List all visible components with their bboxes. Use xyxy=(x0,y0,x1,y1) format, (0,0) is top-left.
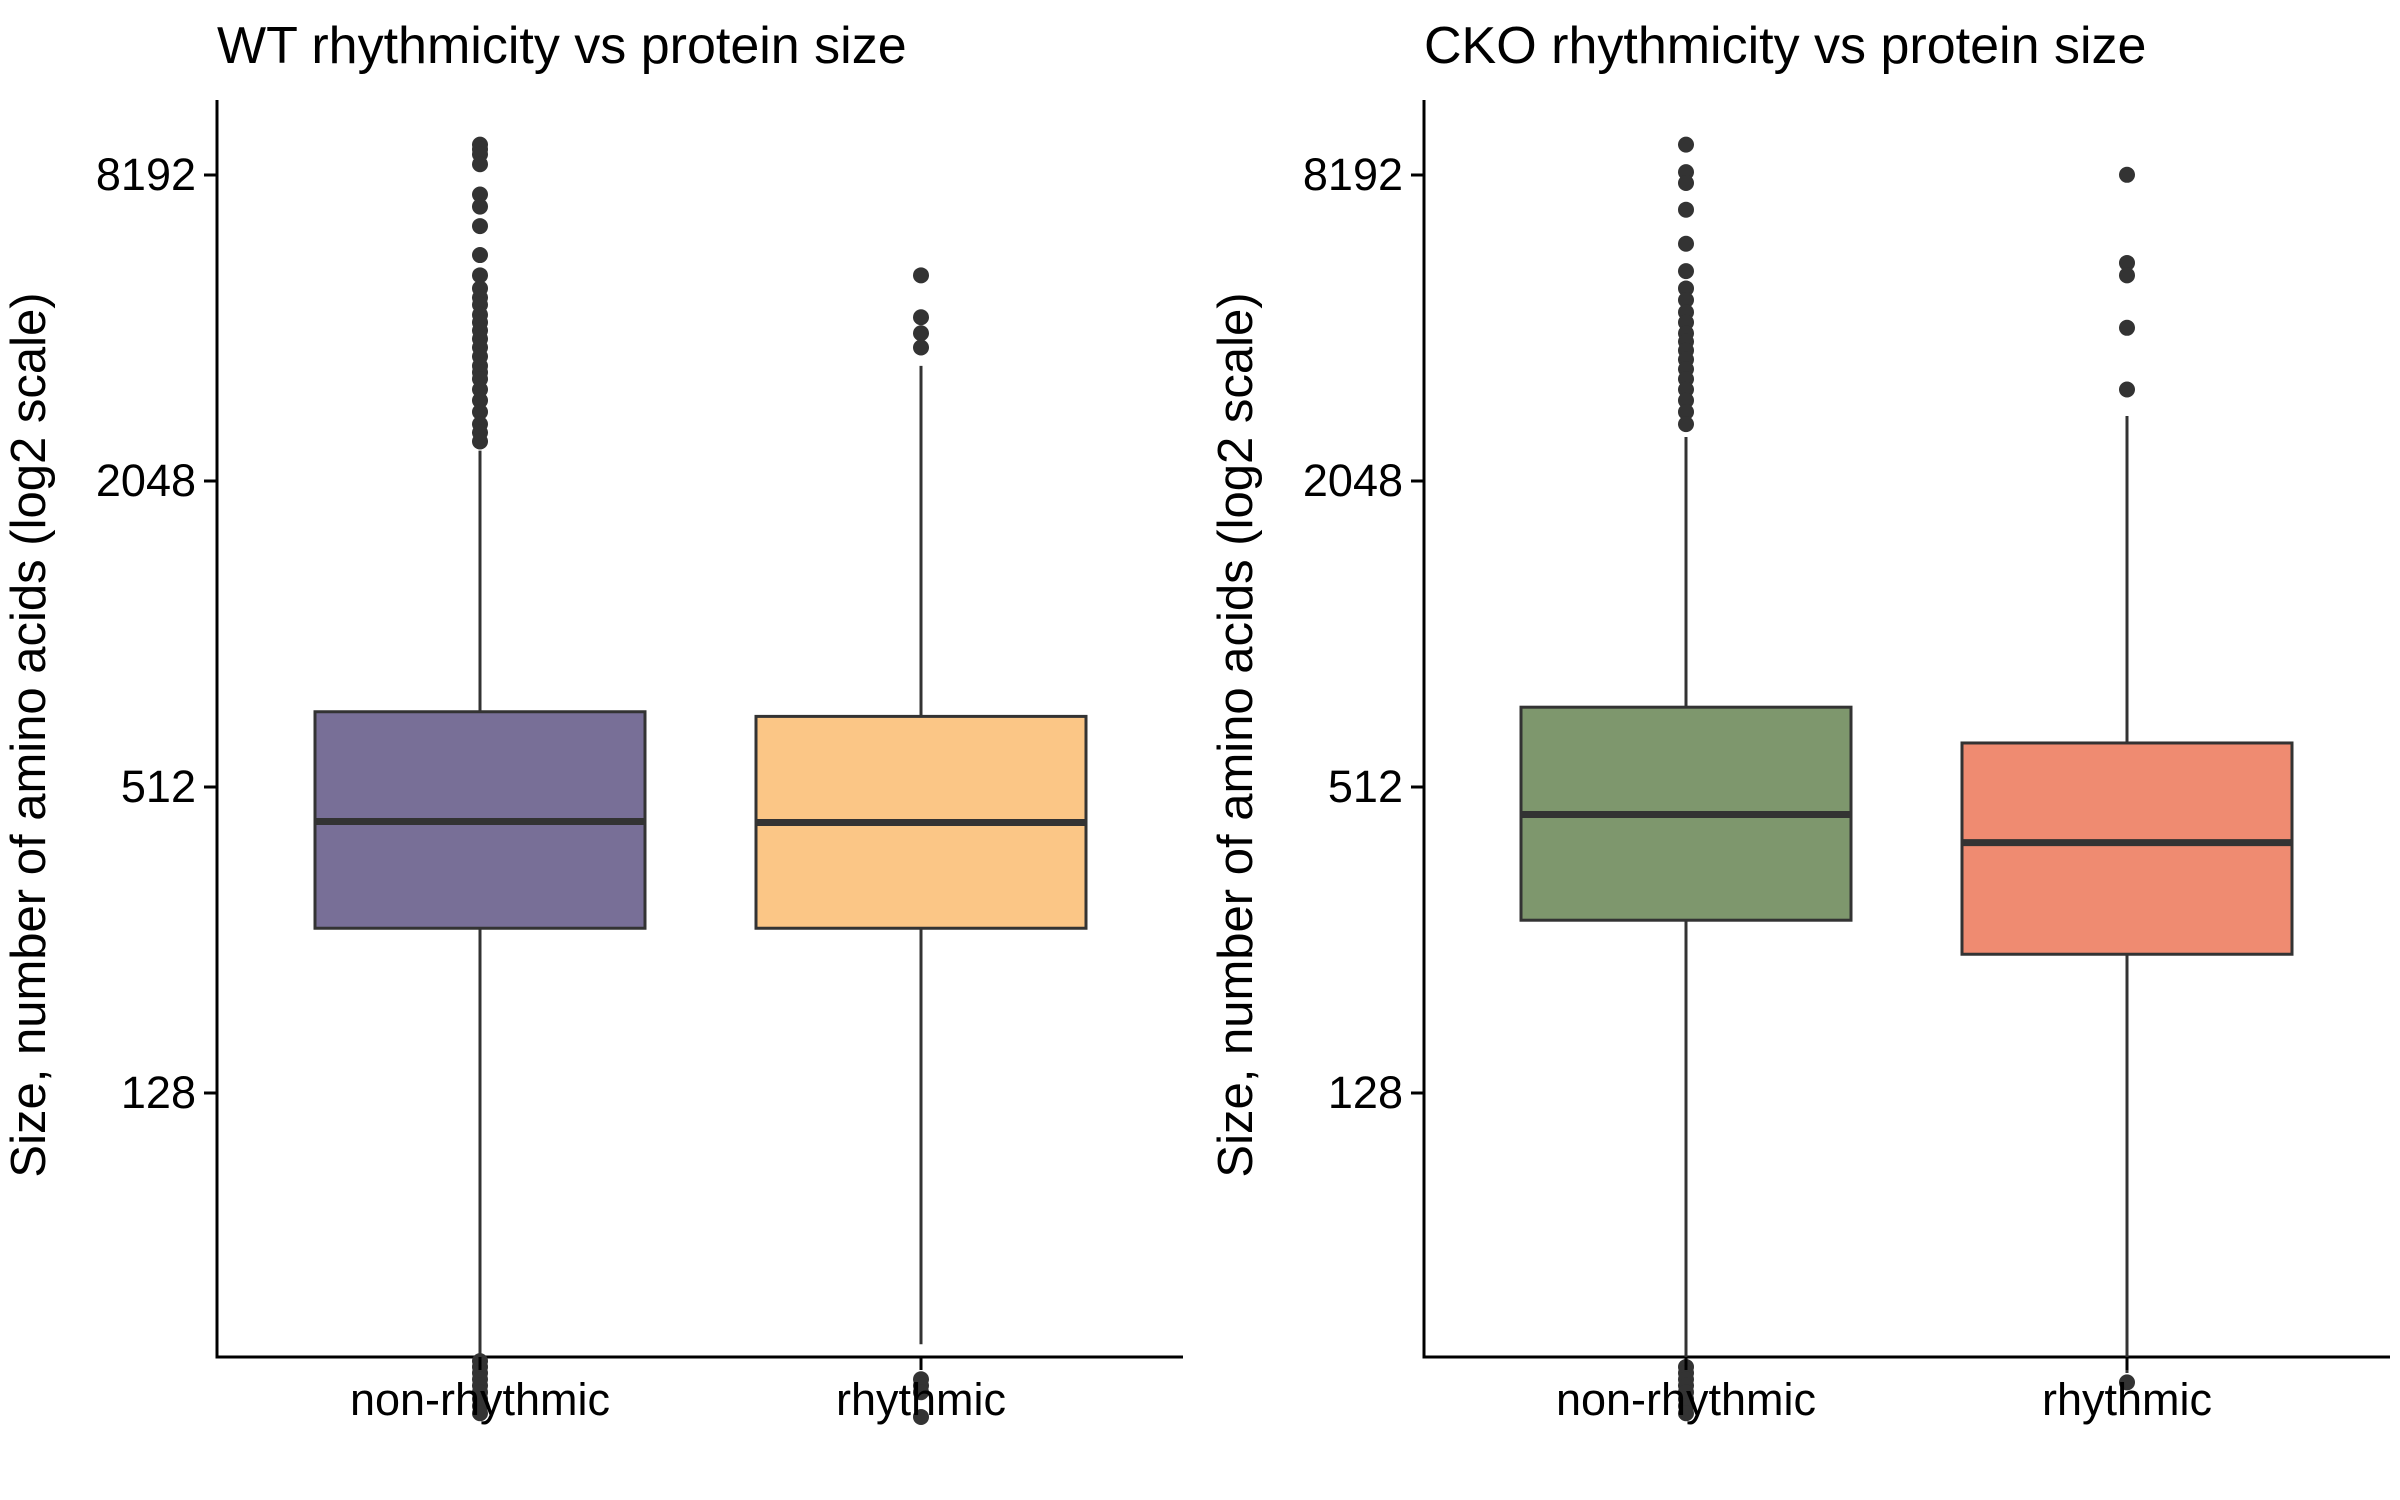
y-tick-label: 2048 xyxy=(96,455,196,506)
outlier-point xyxy=(2119,381,2135,398)
outlier-point xyxy=(472,267,488,284)
outlier-point xyxy=(913,1384,929,1401)
outlier-point xyxy=(913,309,929,326)
outlier-point xyxy=(472,392,488,409)
outlier-point xyxy=(472,1405,488,1422)
y-axis-title: Size, number of amino acids (log2 scale) xyxy=(1209,292,1263,1177)
chart-title: WT rhythmicity vs protein size xyxy=(217,17,907,75)
outlier-point xyxy=(913,1408,929,1425)
outlier-point xyxy=(472,156,488,173)
outlier-point xyxy=(472,381,488,398)
outlier-point xyxy=(1678,403,1694,420)
outlier-point xyxy=(1678,291,1694,308)
y-axis-title: Size, number of amino acids (log2 scale) xyxy=(2,292,56,1177)
y-tick-label: 512 xyxy=(1328,761,1403,812)
box-non-rhythmic xyxy=(1519,136,1853,1422)
outlier-point xyxy=(2119,254,2135,271)
y-ticks: 128 512 2048 8192 xyxy=(96,149,217,1118)
outlier-point xyxy=(2119,267,2135,284)
outlier-point xyxy=(2119,166,2135,183)
outlier-point xyxy=(472,218,488,235)
plot-area xyxy=(313,136,1088,1425)
x-ticks: non-rhythmic rhythmic xyxy=(1556,1357,2212,1425)
panel-wt: WT rhythmicity vs protein size Size, num… xyxy=(2,17,1183,1425)
outlier-point xyxy=(2119,1374,2135,1391)
x-tick-label: non-rhythmic xyxy=(350,1374,610,1425)
iqr-box xyxy=(1960,741,2294,956)
outlier-point xyxy=(913,325,929,342)
outlier-point xyxy=(1678,381,1694,398)
outlier-point xyxy=(472,198,488,215)
y-tick-label: 128 xyxy=(121,1067,196,1118)
y-tick-label: 512 xyxy=(121,761,196,812)
y-tick-label: 8192 xyxy=(96,149,196,200)
x-tick-label: rhythmic xyxy=(836,1374,1006,1425)
panel-cko: CKO rhythmicity vs protein size Size, nu… xyxy=(1209,17,2390,1425)
outlier-point xyxy=(1678,201,1694,218)
plot-area xyxy=(1519,136,2294,1422)
box-rhythmic xyxy=(1960,166,2294,1391)
outlier-point xyxy=(472,433,488,450)
x-tick-label: rhythmic xyxy=(2042,1374,2212,1425)
box-non-rhythmic xyxy=(313,136,647,1422)
outlier-point xyxy=(913,267,929,284)
x-tick-label: non-rhythmic xyxy=(1556,1374,1816,1425)
outlier-point xyxy=(472,186,488,203)
outlier-point xyxy=(472,247,488,264)
outlier-point xyxy=(2119,319,2135,336)
y-tick-label: 128 xyxy=(1328,1067,1403,1118)
outlier-point xyxy=(472,403,488,420)
y-tick-label: 8192 xyxy=(1303,149,1403,200)
outlier-point xyxy=(1678,416,1694,433)
outlier-point xyxy=(1678,175,1694,192)
chart-title: CKO rhythmicity vs protein size xyxy=(1424,17,2146,75)
outlier-point xyxy=(1678,263,1694,280)
outlier-point xyxy=(1678,1405,1694,1422)
outlier-point xyxy=(1678,136,1694,153)
box-rhythmic xyxy=(754,267,1088,1425)
outlier-point xyxy=(1678,392,1694,409)
outlier-point xyxy=(913,339,929,356)
y-ticks: 128 512 2048 8192 xyxy=(1303,149,1424,1118)
y-tick-label: 2048 xyxy=(1303,455,1403,506)
outlier-point xyxy=(1678,280,1694,297)
x-ticks: non-rhythmic rhythmic xyxy=(350,1357,1006,1425)
outlier-point xyxy=(1678,235,1694,252)
